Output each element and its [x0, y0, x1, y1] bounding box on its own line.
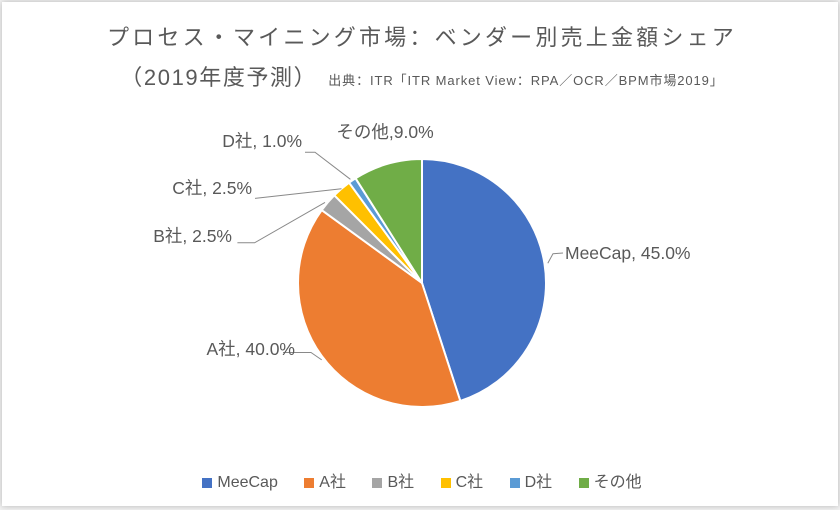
svg-text:その他,9.0%: その他,9.0% [336, 122, 433, 142]
svg-text:C社, 2.5%: C社, 2.5% [172, 178, 252, 198]
svg-text:D社, 1.0%: D社, 1.0% [222, 131, 302, 151]
svg-text:A社, 40.0%: A社, 40.0% [206, 339, 295, 359]
svg-text:MeeCap, 45.0%: MeeCap, 45.0% [565, 243, 691, 263]
svg-text:B社, 2.5%: B社, 2.5% [153, 226, 232, 246]
